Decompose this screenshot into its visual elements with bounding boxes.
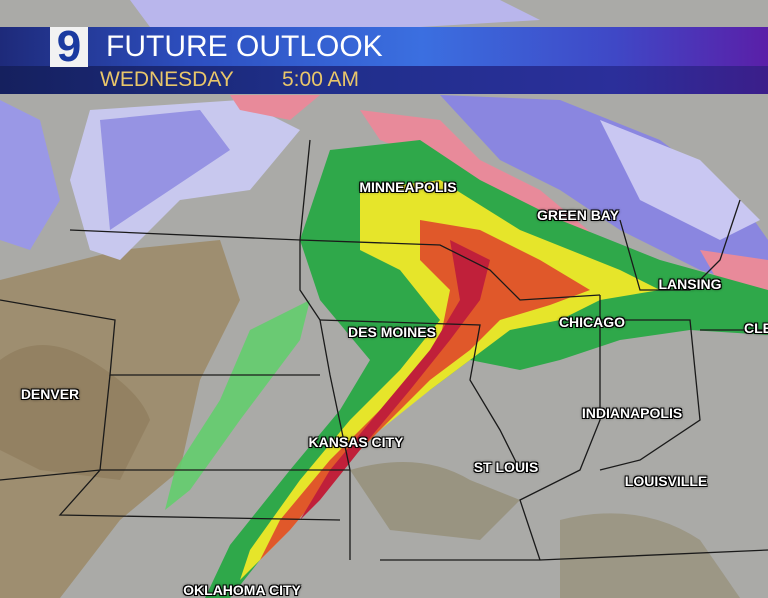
city-label: LOUISVILLE bbox=[624, 473, 708, 489]
forecast-day: WEDNESDAY bbox=[100, 68, 234, 91]
rain-area bbox=[165, 140, 768, 598]
page-title: FUTURE OUTLOOK bbox=[106, 30, 383, 63]
city-label: INDIANAPOLIS bbox=[581, 405, 683, 421]
city-label: MINNEAPOLIS bbox=[359, 179, 457, 195]
city-label: LANSING bbox=[658, 276, 722, 292]
forecast-time: 5:00 AM bbox=[282, 68, 360, 91]
state-borders bbox=[0, 139, 768, 561]
city-label: OKLAHOMA CITY bbox=[183, 582, 301, 598]
subtitle-banner bbox=[0, 66, 768, 94]
city-label: DENVER bbox=[20, 386, 80, 402]
snow-area bbox=[0, 0, 768, 290]
city-label: ST LOUIS bbox=[473, 459, 539, 475]
city-label: CLE bbox=[744, 320, 768, 336]
station-logo: 9 bbox=[50, 25, 88, 69]
city-label: DES MOINES bbox=[348, 324, 436, 340]
city-label: CHICAGO bbox=[558, 314, 626, 330]
terrain bbox=[0, 240, 740, 598]
city-label: GREEN BAY bbox=[537, 207, 619, 223]
city-label: KANSAS CITY bbox=[308, 434, 404, 450]
title-banner bbox=[0, 27, 768, 66]
